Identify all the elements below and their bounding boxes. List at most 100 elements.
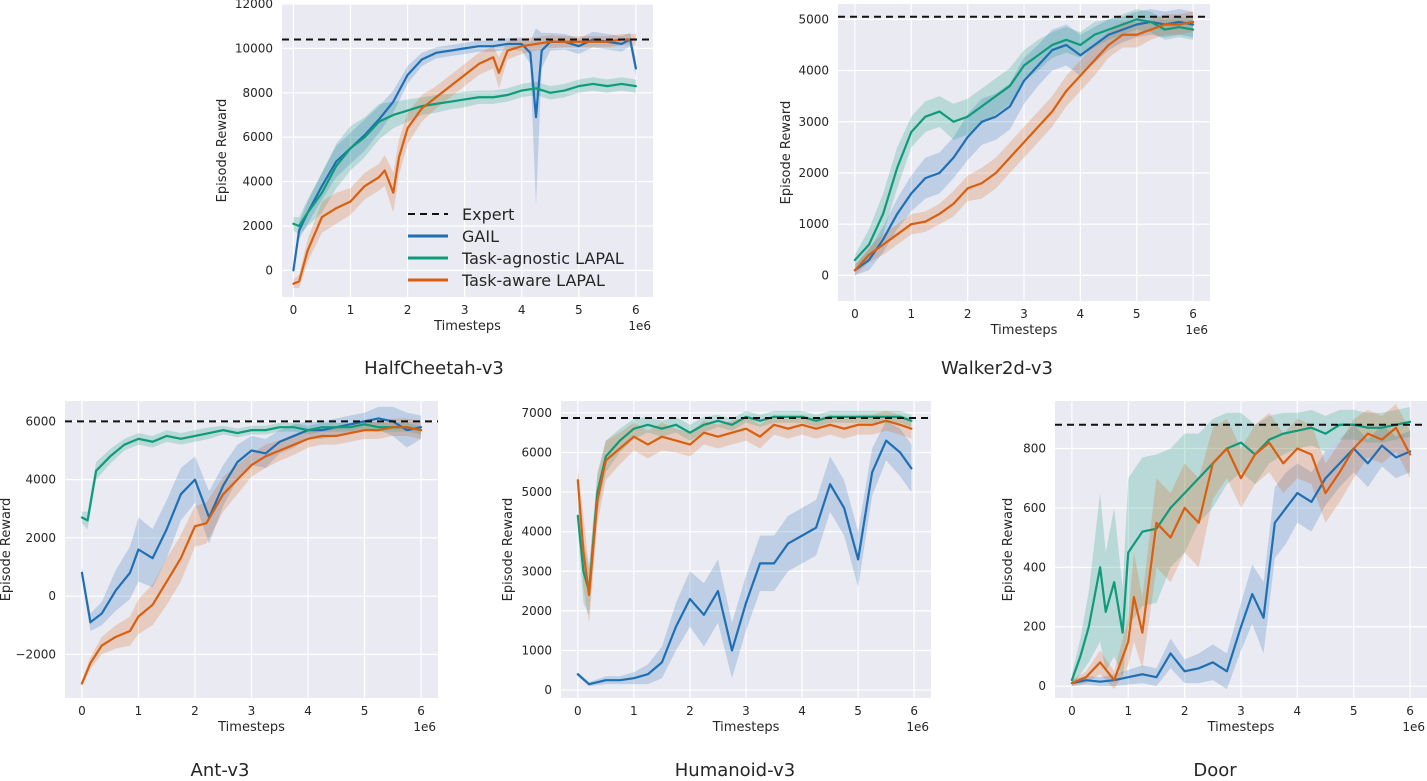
panel-ant: 0 1 2 3 4 5 6 −2000 0 2000 4000 6000 Timesteps Episod…: [0, 401, 438, 781]
series-band-aware: [81, 418, 422, 687]
panel-title: Door: [1193, 760, 1237, 781]
y-axis-label: Episode Reward: [0, 498, 14, 602]
x-tick-label: 3: [1020, 307, 1028, 321]
y-tick-label: 400: [1023, 560, 1046, 574]
panel-humanoid: 0 1 2 3 4 5 6 0 1000 2000 3000 4000 5000 6000 7000 Time…: [501, 401, 931, 781]
x-multiplier-label: 1e6: [1185, 323, 1208, 337]
x-tick-label: 4: [1294, 704, 1302, 718]
y-tick-label: 0: [1038, 679, 1046, 693]
x-axis-label: Timesteps: [712, 720, 780, 735]
x-tick-label: 1: [347, 303, 355, 317]
x-tick-label: 1: [630, 704, 638, 718]
x-tick-label: 5: [854, 704, 862, 718]
y-tick-label: 2000: [521, 604, 552, 618]
x-tick-label: 5: [1133, 307, 1141, 321]
panel-halfcheetah: 0 1 2 3 4 5 6 0 2000 4000 6000 8000 10000 12000 Timest…: [215, 0, 653, 379]
y-tick-label: 7000: [521, 406, 552, 420]
series-line-gail: [576, 439, 913, 686]
x-multiplier-label: 1e6: [413, 720, 436, 734]
series-band-agnostic: [854, 9, 1194, 266]
y-tick-label: −2000: [15, 647, 56, 661]
y-axis-label: Episode Reward: [1001, 498, 1016, 602]
series-band-agnostic: [1071, 406, 1411, 687]
series-band-aware: [1071, 403, 1411, 690]
y-tick-label: 8000: [242, 86, 273, 100]
y-tick-label: 800: [1023, 442, 1046, 456]
series-band-agnostic: [81, 419, 422, 530]
series-line-aware: [292, 38, 637, 285]
x-tick-label: 6: [910, 704, 918, 718]
y-axis-label: Episode Reward: [501, 498, 516, 602]
y-axis-label: Episode Reward: [215, 99, 230, 203]
y-tick-label: 2000: [25, 531, 56, 545]
series-band-aware: [577, 410, 912, 623]
legend-gail-label: GAIL: [462, 227, 499, 246]
x-tick-label: 4: [798, 704, 806, 718]
series-line-agnostic: [853, 18, 1195, 262]
y-tick-label: 6000: [242, 130, 273, 144]
legend: Expert GAIL Task-agnostic LAPAL Task-awa…: [408, 205, 624, 290]
y-tick-label: 200: [1023, 620, 1046, 634]
x-tick-label: 2: [1181, 704, 1189, 718]
panel-title: HalfCheetah-v3: [364, 358, 504, 379]
series-line-aware: [576, 419, 913, 597]
y-tick-label: 1000: [798, 217, 829, 231]
x-tick-label: 6: [1189, 307, 1197, 321]
y-tick-label: 4000: [521, 525, 552, 539]
y-tick-label: 5000: [521, 485, 552, 499]
x-multiplier-label: 1e6: [1402, 720, 1425, 734]
y-tick-label: 5000: [798, 12, 829, 26]
x-tick-label: 0: [78, 704, 86, 718]
series-band-aware: [293, 33, 636, 289]
x-tick-label: 1: [1124, 704, 1132, 718]
x-tick-label: 2: [964, 307, 972, 321]
y-tick-label: 3000: [798, 115, 829, 129]
x-tick-label: 6: [632, 303, 640, 317]
x-tick-label: 4: [1077, 307, 1085, 321]
x-tick-label: 4: [304, 704, 312, 718]
series-group: [1070, 403, 1412, 690]
y-tick-label: 12000: [235, 0, 273, 11]
panel-door: 0 1 2 3 4 5 6 0 200 400 600 800 Timesteps Episode Rew…: [1001, 401, 1427, 781]
x-tick-label: 3: [461, 303, 469, 317]
x-axis-label: Timesteps: [990, 323, 1058, 338]
y-tick-label: 0: [265, 263, 273, 277]
y-tick-label: 6000: [25, 414, 56, 428]
x-multiplier-label: 1e6: [628, 319, 651, 333]
legend-agnostic-label: Task-agnostic LAPAL: [461, 249, 624, 268]
y-tick-label: 0: [544, 683, 552, 697]
y-tick-label: 4000: [798, 64, 829, 78]
x-multiplier-label: 1e6: [906, 720, 929, 734]
x-tick-label: 2: [191, 704, 199, 718]
series-line-agnostic: [292, 82, 637, 228]
series-group: [853, 9, 1195, 276]
y-tick-label: 2000: [242, 219, 273, 233]
panel-title: Ant-v3: [191, 760, 250, 781]
x-tick-label: 6: [417, 704, 425, 718]
legend-expert-label: Expert: [462, 205, 514, 224]
x-tick-label: 0: [574, 704, 582, 718]
x-tick-label: 6: [1406, 704, 1414, 718]
y-tick-label: 4000: [25, 473, 56, 487]
x-tick-label: 1: [907, 307, 915, 321]
x-tick-label: 2: [686, 704, 694, 718]
y-tick-label: 2000: [798, 166, 829, 180]
series-band-agnostic: [293, 77, 636, 235]
y-tick-label: 600: [1023, 501, 1046, 515]
y-tick-label: 10000: [235, 41, 273, 55]
panel-title: Walker2d-v3: [941, 358, 1053, 379]
x-axis-label: Timesteps: [433, 319, 501, 334]
x-tick-label: 2: [404, 303, 412, 317]
x-tick-label: 3: [248, 704, 256, 718]
panel-title: Humanoid-v3: [675, 760, 795, 781]
series-line-aware: [853, 20, 1195, 272]
y-tick-label: 4000: [242, 175, 273, 189]
x-tick-label: 3: [1237, 704, 1245, 718]
series-line-agnostic: [576, 415, 913, 593]
plot-area: [282, 4, 653, 297]
x-tick-label: 5: [575, 303, 583, 317]
x-tick-label: 4: [518, 303, 526, 317]
y-tick-label: 0: [48, 589, 56, 603]
x-tick-label: 5: [1350, 704, 1358, 718]
